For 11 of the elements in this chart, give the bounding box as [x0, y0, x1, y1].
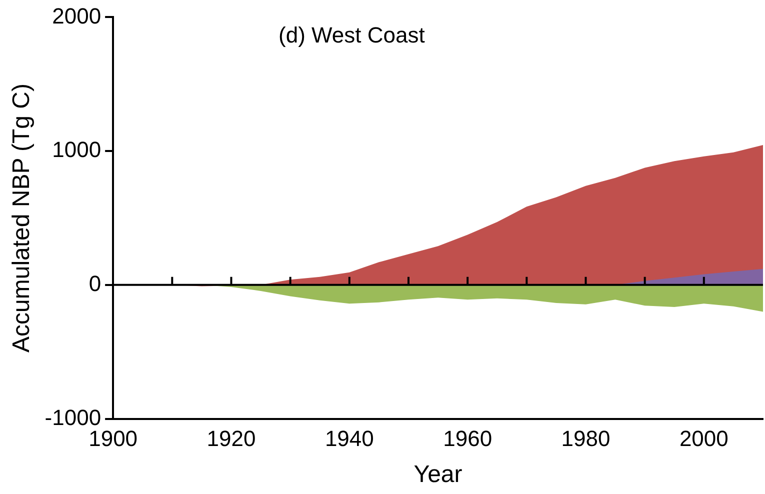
y-axis-title: Accumulated NBP (Tg C): [8, 84, 36, 352]
annotation: (d) West Coast: [278, 22, 425, 48]
y-tick-label: 0: [88, 270, 102, 296]
x-tick-label: 1960: [443, 426, 492, 452]
y-tick-label: 2000: [52, 3, 102, 28]
x-axis-title: Year: [414, 461, 462, 488]
x-tick-label: 2000: [679, 426, 728, 452]
x-tick-label: 1920: [206, 426, 256, 452]
x-tick-label: 1940: [324, 426, 374, 452]
x-tick-label: 1980: [561, 426, 610, 452]
y-tick-label: 1000: [52, 137, 102, 162]
